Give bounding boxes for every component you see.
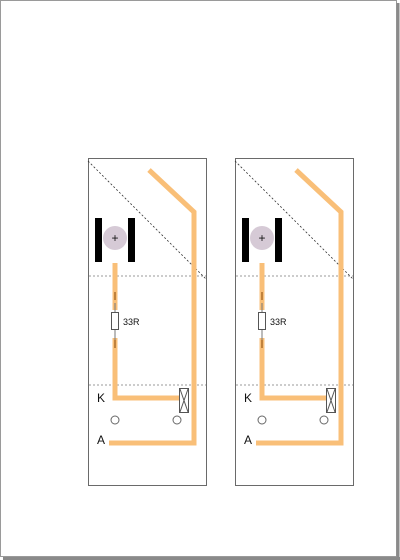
resistor-label: 33R — [270, 317, 287, 327]
plus-symbol: + — [111, 231, 118, 245]
board-outline — [235, 158, 354, 486]
plus-symbol: + — [258, 231, 265, 245]
terminal-label-a: A — [244, 433, 252, 447]
battery-cell — [103, 226, 127, 250]
switch-cross-b — [326, 388, 336, 413]
left-template: 33R + K A — [87, 158, 207, 486]
resistor-body — [258, 312, 266, 330]
battery-cell — [250, 226, 274, 250]
trace-anode-path — [256, 168, 344, 446]
resistor-body — [111, 312, 119, 330]
resistor-label: 33R — [123, 317, 140, 327]
battery-plate-left — [95, 218, 102, 262]
terminal-label-k: K — [244, 391, 252, 405]
trace-anode-path — [109, 168, 197, 446]
right-template: 33R + K A — [234, 158, 354, 486]
pad-left — [110, 415, 120, 425]
trace-cathode-path — [112, 338, 179, 401]
terminal-label-k: K — [97, 391, 105, 405]
terminal-label-a: A — [97, 433, 105, 447]
board-outline — [88, 158, 207, 486]
trace-cathode-path — [259, 338, 326, 401]
battery-plate-right — [128, 218, 135, 262]
pad-left — [257, 415, 267, 425]
pad-right — [172, 415, 182, 425]
battery-plate-right — [275, 218, 282, 262]
battery-plate-left — [242, 218, 249, 262]
pad-right — [319, 415, 329, 425]
switch-cross-b — [179, 388, 189, 413]
